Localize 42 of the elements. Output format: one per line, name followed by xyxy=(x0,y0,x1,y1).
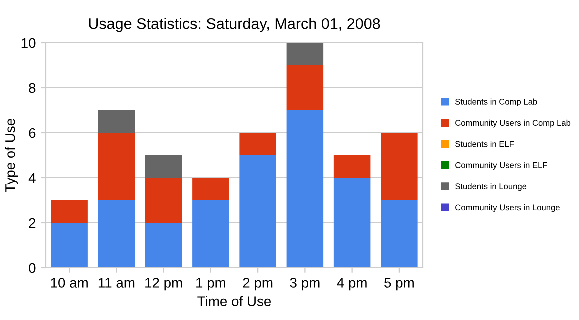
chart-title: Usage Statistics: Saturday, March 01, 2008 xyxy=(89,18,380,32)
x-tick-label: 4 pm xyxy=(337,278,367,291)
bar xyxy=(145,156,182,178)
x-tick-label: 5 pm xyxy=(384,278,414,291)
bar xyxy=(286,66,324,110)
legend-label: Community Users in Lounge xyxy=(456,204,560,212)
bar xyxy=(286,43,324,66)
bar xyxy=(334,156,371,178)
bar xyxy=(286,110,324,268)
x-tick-label: 12 pm xyxy=(146,278,182,291)
bar xyxy=(192,200,230,268)
y-tick-label: 0 xyxy=(29,263,36,274)
bar xyxy=(98,200,136,268)
bar xyxy=(381,200,418,268)
bar xyxy=(240,156,276,268)
x-tick-label: 2 pm xyxy=(243,278,273,291)
x-tick-label: 10 am xyxy=(51,278,88,288)
x-tick-label: 11 am xyxy=(98,278,135,288)
bar xyxy=(51,223,88,268)
bar xyxy=(145,178,182,223)
x-axis-title: Time of Use xyxy=(198,296,272,306)
bar xyxy=(381,133,418,200)
bar xyxy=(51,200,88,223)
legend-label: Community Users in ELF xyxy=(456,162,548,170)
y-tick-label: 2 xyxy=(29,218,36,228)
legend-label: Students in ELF xyxy=(456,141,514,148)
legend-label: Students in Lounge xyxy=(456,183,527,192)
bar xyxy=(145,223,182,268)
bar xyxy=(98,110,136,133)
legend-label: Students in Comp Lab xyxy=(456,98,538,107)
y-tick-label: 6 xyxy=(29,128,36,138)
y-axis-title: Type of Use xyxy=(5,119,18,192)
legend-label: Community Users in Comp Lab xyxy=(456,120,571,128)
bar xyxy=(98,133,136,200)
y-tick-label: 8 xyxy=(29,83,36,94)
x-tick-label: 1 pm xyxy=(196,278,226,291)
y-tick-label: 4 xyxy=(28,173,36,184)
y-tick-label: 10 xyxy=(22,38,36,48)
bar xyxy=(192,178,230,200)
bar xyxy=(334,178,371,268)
bar xyxy=(240,133,276,156)
x-tick-label: 3 pm xyxy=(290,278,320,291)
